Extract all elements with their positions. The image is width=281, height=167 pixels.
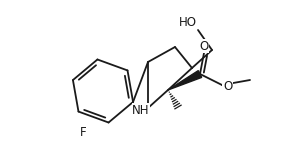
Text: HO: HO xyxy=(179,16,197,29)
Text: O: O xyxy=(223,79,232,93)
Text: NH: NH xyxy=(132,104,150,117)
Text: O: O xyxy=(200,40,209,52)
Polygon shape xyxy=(168,71,202,90)
Text: F: F xyxy=(80,126,86,139)
